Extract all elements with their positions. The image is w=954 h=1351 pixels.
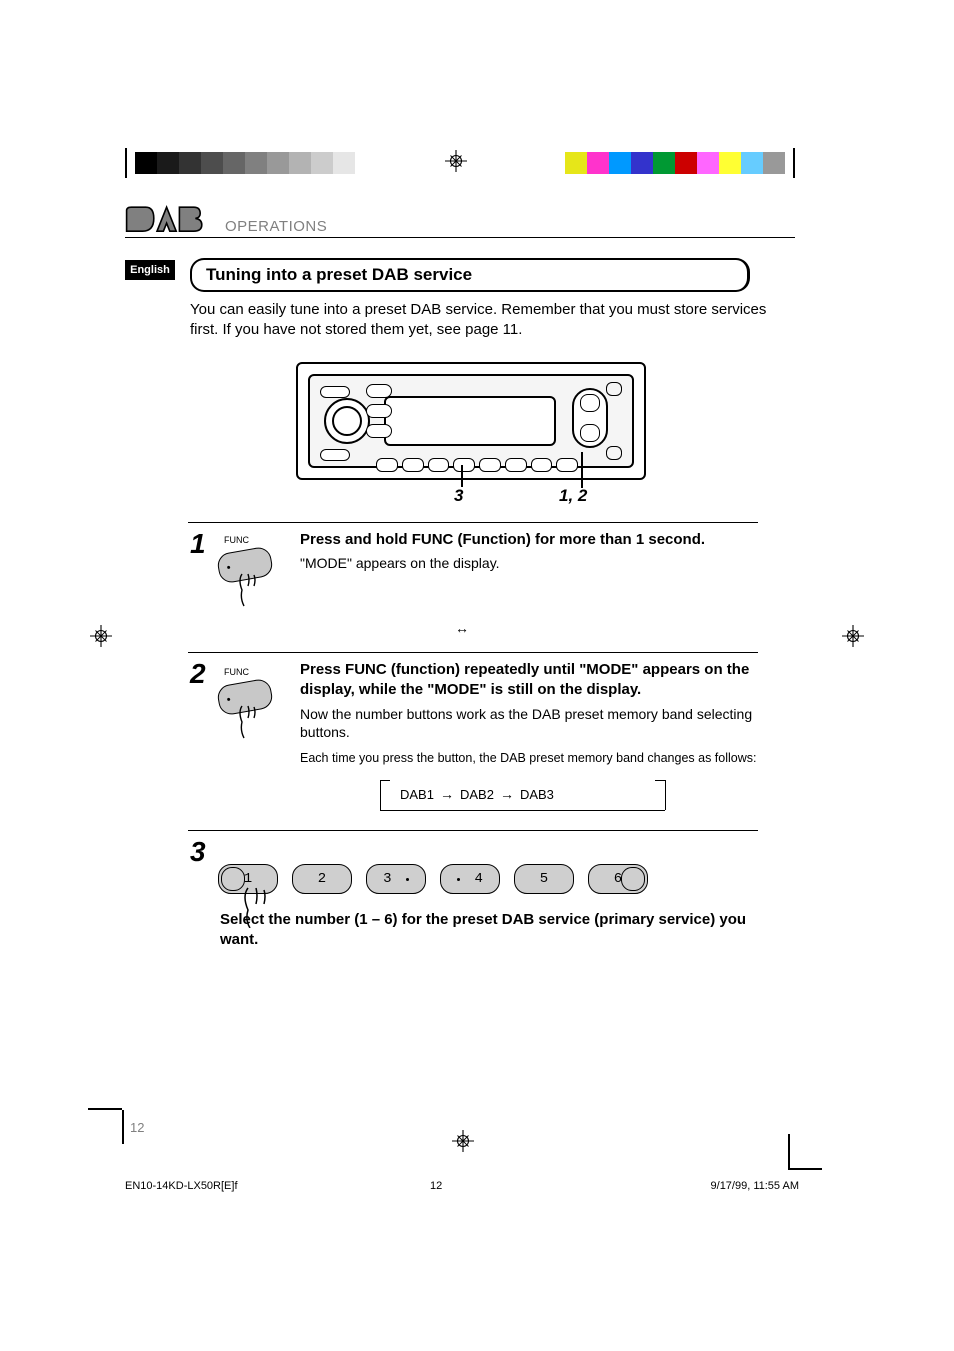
preset-button-3[interactable]: 3: [366, 864, 426, 894]
registration-mark-icon: [842, 625, 864, 647]
flow-bracket: [380, 780, 390, 788]
right-arrow-icon: →: [440, 786, 454, 802]
callout-12: 1, 2: [559, 486, 587, 506]
func-button-icon: FUNC: [218, 682, 280, 722]
flow-bracket: [655, 780, 665, 788]
step-number-2: 2: [190, 658, 206, 690]
preset-button-6[interactable]: 6: [588, 864, 648, 894]
page-header: OPERATIONS: [125, 205, 795, 238]
touch-finger-icon: [236, 572, 276, 608]
gray-swatch-row: [135, 152, 377, 174]
dab-logo-icon: [125, 205, 205, 235]
step-number-3: 3: [190, 836, 206, 868]
color-calibration-bar: [125, 150, 795, 176]
section-label: OPERATIONS: [225, 218, 327, 235]
flow-bracket: [380, 780, 381, 810]
device-illustration: 3 1, 2: [296, 362, 646, 480]
right-arrow-icon: →: [500, 786, 514, 802]
page-number: 12: [130, 1120, 144, 1135]
device-lcd: [384, 396, 556, 446]
device-right-controls: [562, 382, 624, 460]
step-2-flow: DAB1 → DAB2 → DAB3: [400, 786, 554, 802]
device-side-buttons: [366, 384, 392, 444]
footer-timestamp: 9/17/99, 11:55 AM: [711, 1180, 799, 1192]
intro-paragraph: You can easily tune into a preset DAB se…: [190, 300, 770, 341]
footer-sheet: 12: [430, 1180, 442, 1192]
flow-bracket: [380, 810, 665, 818]
callout-3: 3: [454, 486, 463, 506]
trim-tick-right: [793, 148, 795, 178]
step-1-flow: MODE ↔ (Canceled): [410, 620, 539, 636]
func-button-icon: FUNC: [218, 550, 280, 590]
divider: [188, 652, 758, 653]
divider: [188, 830, 758, 831]
step-number-1: 1: [190, 528, 206, 560]
preset-button-4[interactable]: 4: [440, 864, 500, 894]
page-title: Tuning into a preset DAB service: [190, 258, 750, 292]
step-2-text: Press FUNC (function) repeatedly until "…: [300, 660, 760, 767]
registration-mark-icon: [452, 1130, 474, 1152]
step-1-text: Press and hold FUNC (Function) for more …: [300, 530, 760, 592]
footer-filename: EN10-14KD-LX50R[E]f: [125, 1180, 238, 1192]
color-swatch-row: [565, 152, 785, 174]
registration-mark-icon: [445, 150, 467, 172]
trim-tick-left: [125, 148, 127, 178]
preset-button-2[interactable]: 2: [292, 864, 352, 894]
preset-button-5[interactable]: 5: [514, 864, 574, 894]
flow-bracket: [665, 780, 666, 810]
touch-finger-icon: [236, 704, 276, 740]
divider: [188, 522, 758, 523]
double-arrow-icon: ↔: [455, 620, 469, 636]
device-preset-row: [376, 458, 578, 472]
language-tag: English: [125, 260, 175, 280]
step-3-text: Select the number (1 – 6) for the preset…: [220, 910, 760, 951]
registration-mark-icon: [90, 625, 112, 647]
